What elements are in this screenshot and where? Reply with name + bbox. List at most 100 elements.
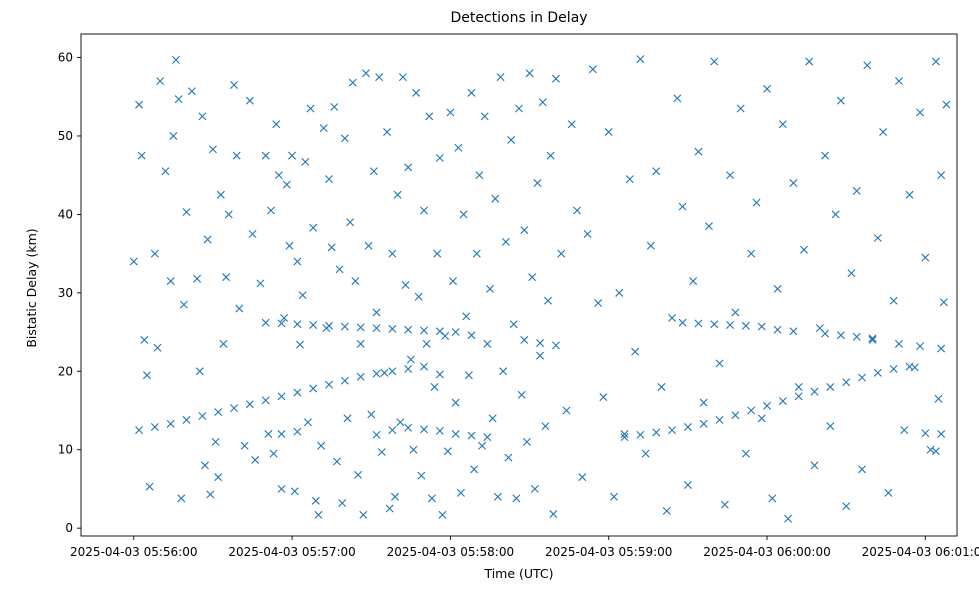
data-point-marker xyxy=(422,339,431,348)
data-point-marker xyxy=(420,425,429,434)
data-point-marker xyxy=(420,326,429,335)
data-point-marker xyxy=(710,320,719,329)
data-point-marker xyxy=(398,73,407,82)
data-point-marker xyxy=(427,494,436,503)
data-point-marker xyxy=(678,202,687,211)
data-point-marker xyxy=(657,382,666,391)
data-point-marker xyxy=(544,296,553,305)
data-point-marker xyxy=(483,339,492,348)
data-point-marker xyxy=(412,88,421,97)
data-point-marker xyxy=(404,325,413,334)
data-point-marker xyxy=(784,514,793,523)
data-point-marker xyxy=(372,430,381,439)
data-point-marker xyxy=(470,465,479,474)
data-point-marker xyxy=(388,426,397,435)
data-point-marker xyxy=(646,241,655,250)
data-point-marker xyxy=(277,392,286,401)
data-point-marker xyxy=(668,313,677,322)
axes-frame xyxy=(80,33,958,537)
data-point-marker xyxy=(359,510,368,519)
data-point-marker xyxy=(625,175,634,184)
data-point-marker xyxy=(245,400,254,409)
data-point-marker xyxy=(609,492,618,501)
data-point-marker xyxy=(269,449,278,458)
data-point-marker xyxy=(135,426,144,435)
data-point-marker xyxy=(546,151,555,160)
data-point-marker xyxy=(673,94,682,103)
data-point-marker xyxy=(652,167,661,176)
data-point-marker xyxy=(520,335,529,344)
data-point-marker xyxy=(443,447,452,456)
data-point-marker xyxy=(480,112,489,121)
data-point-marker xyxy=(150,422,159,431)
data-point-marker xyxy=(293,388,302,397)
data-point-marker xyxy=(319,124,328,133)
data-point-marker xyxy=(757,322,766,331)
data-point-marker xyxy=(520,226,529,235)
data-point-marker xyxy=(430,382,439,391)
data-point-marker xyxy=(277,484,286,493)
data-point-marker xyxy=(266,206,275,215)
data-point-marker xyxy=(277,319,286,328)
data-point-marker xyxy=(747,249,756,258)
chart-title: Detections in Delay xyxy=(450,10,587,26)
data-point-marker xyxy=(789,179,798,188)
data-point-marker xyxy=(161,167,170,176)
data-point-marker xyxy=(831,210,840,219)
data-point-marker xyxy=(230,80,239,89)
y-tick-label: 20 xyxy=(58,364,73,378)
data-point-marker xyxy=(317,441,326,450)
data-point-marker xyxy=(533,179,542,188)
data-point-marker xyxy=(752,198,761,207)
data-point-marker xyxy=(517,390,526,399)
data-point-marker xyxy=(372,324,381,333)
data-point-marker xyxy=(372,369,381,378)
data-point-marker xyxy=(620,430,629,439)
data-point-marker xyxy=(367,410,376,419)
data-point-marker xyxy=(251,455,260,464)
data-point-marker xyxy=(301,157,310,166)
data-point-marker xyxy=(868,334,877,343)
x-tick-label: 2025-04-03 05:59:00 xyxy=(545,545,672,559)
data-point-marker xyxy=(525,69,534,78)
data-point-marker xyxy=(921,429,930,438)
data-point-marker xyxy=(288,151,297,160)
data-point-marker xyxy=(636,430,645,439)
data-point-marker xyxy=(501,237,510,246)
data-point-marker xyxy=(406,355,415,364)
data-point-marker xyxy=(694,147,703,156)
data-point-marker xyxy=(393,190,402,199)
data-point-marker xyxy=(594,299,603,308)
data-point-marker xyxy=(346,218,355,227)
data-point-marker xyxy=(710,57,719,66)
data-point-marker xyxy=(446,108,455,117)
data-point-marker xyxy=(435,153,444,162)
data-point-marker xyxy=(810,461,819,470)
y-axis-label: Bistatic Delay (km) xyxy=(24,228,39,347)
data-point-marker xyxy=(715,359,724,368)
data-point-marker xyxy=(515,104,523,113)
data-point-marker xyxy=(493,492,502,501)
data-point-marker xyxy=(401,281,410,289)
data-point-marker xyxy=(150,249,159,258)
data-point-marker xyxy=(736,104,745,113)
data-point-marker xyxy=(847,269,856,278)
data-point-marker xyxy=(931,57,940,66)
data-point-marker xyxy=(604,128,613,137)
data-point-marker xyxy=(549,510,558,519)
data-point-marker xyxy=(538,98,547,107)
data-point-marker xyxy=(272,120,281,129)
data-point-marker xyxy=(889,364,898,373)
data-point-marker xyxy=(420,362,429,371)
data-point-marker xyxy=(311,496,320,505)
data-point-marker xyxy=(298,291,307,300)
data-point-marker xyxy=(195,367,204,376)
data-point-marker xyxy=(773,325,782,334)
data-point-marker xyxy=(451,398,460,407)
data-point-marker xyxy=(459,210,468,219)
data-point-marker xyxy=(293,257,302,266)
data-point-marker xyxy=(741,321,750,330)
data-point-marker xyxy=(388,367,397,376)
data-point-marker xyxy=(773,284,782,293)
data-point-marker xyxy=(478,441,487,450)
